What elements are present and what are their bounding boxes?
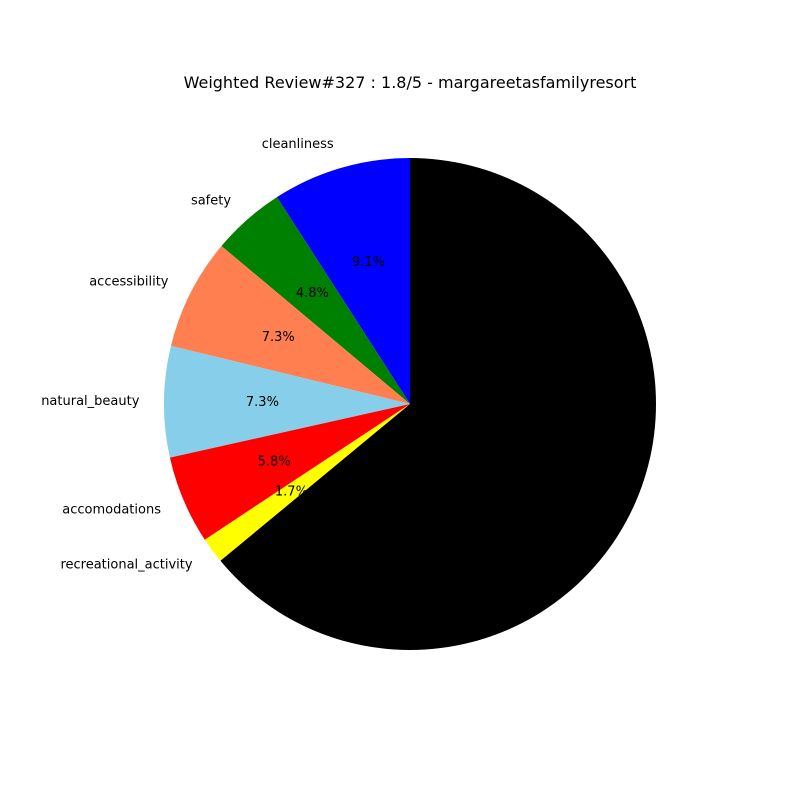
pie-slice-safety — [221, 197, 410, 404]
slice-percent-cleanliness: 9.1% — [352, 255, 385, 270]
chart-title: Weighted Review#327 : 1.8/5 - margareeta… — [184, 73, 637, 92]
slice-label-accomodations: accomodations — [62, 502, 161, 517]
slice-percent-accessibility: 7.3% — [262, 330, 295, 345]
slice-percent-natural-beauty: 7.3% — [246, 395, 279, 410]
slice-label-cleanliness: cleanliness — [262, 137, 334, 152]
pie-labels: cleanliness 9.1% safety 4.8% accessibility 7.… — [41, 137, 385, 573]
slice-label-safety: safety — [191, 194, 231, 209]
slice-percent-safety: 4.8% — [296, 286, 329, 301]
pie-slice-cleanliness — [276, 158, 410, 404]
slice-percent-recreational-activity: 1.7% — [275, 484, 308, 499]
slice-label-accessibility: accessibility — [89, 274, 169, 289]
pie-slice-accomodations — [169, 404, 410, 540]
slice-percent-accomodations: 5.8% — [258, 454, 291, 469]
slice-label-natural-beauty: natural_beauty — [41, 394, 140, 409]
pie-slice-remainder — [220, 158, 656, 650]
pie-slices — [164, 158, 656, 650]
pie-slice-natural-beauty — [164, 345, 410, 458]
pie-slice-recreational-activity — [204, 404, 410, 561]
slice-label-recreational-activity: recreational_activity — [60, 558, 192, 573]
pie-slice-accessibility — [170, 246, 410, 404]
